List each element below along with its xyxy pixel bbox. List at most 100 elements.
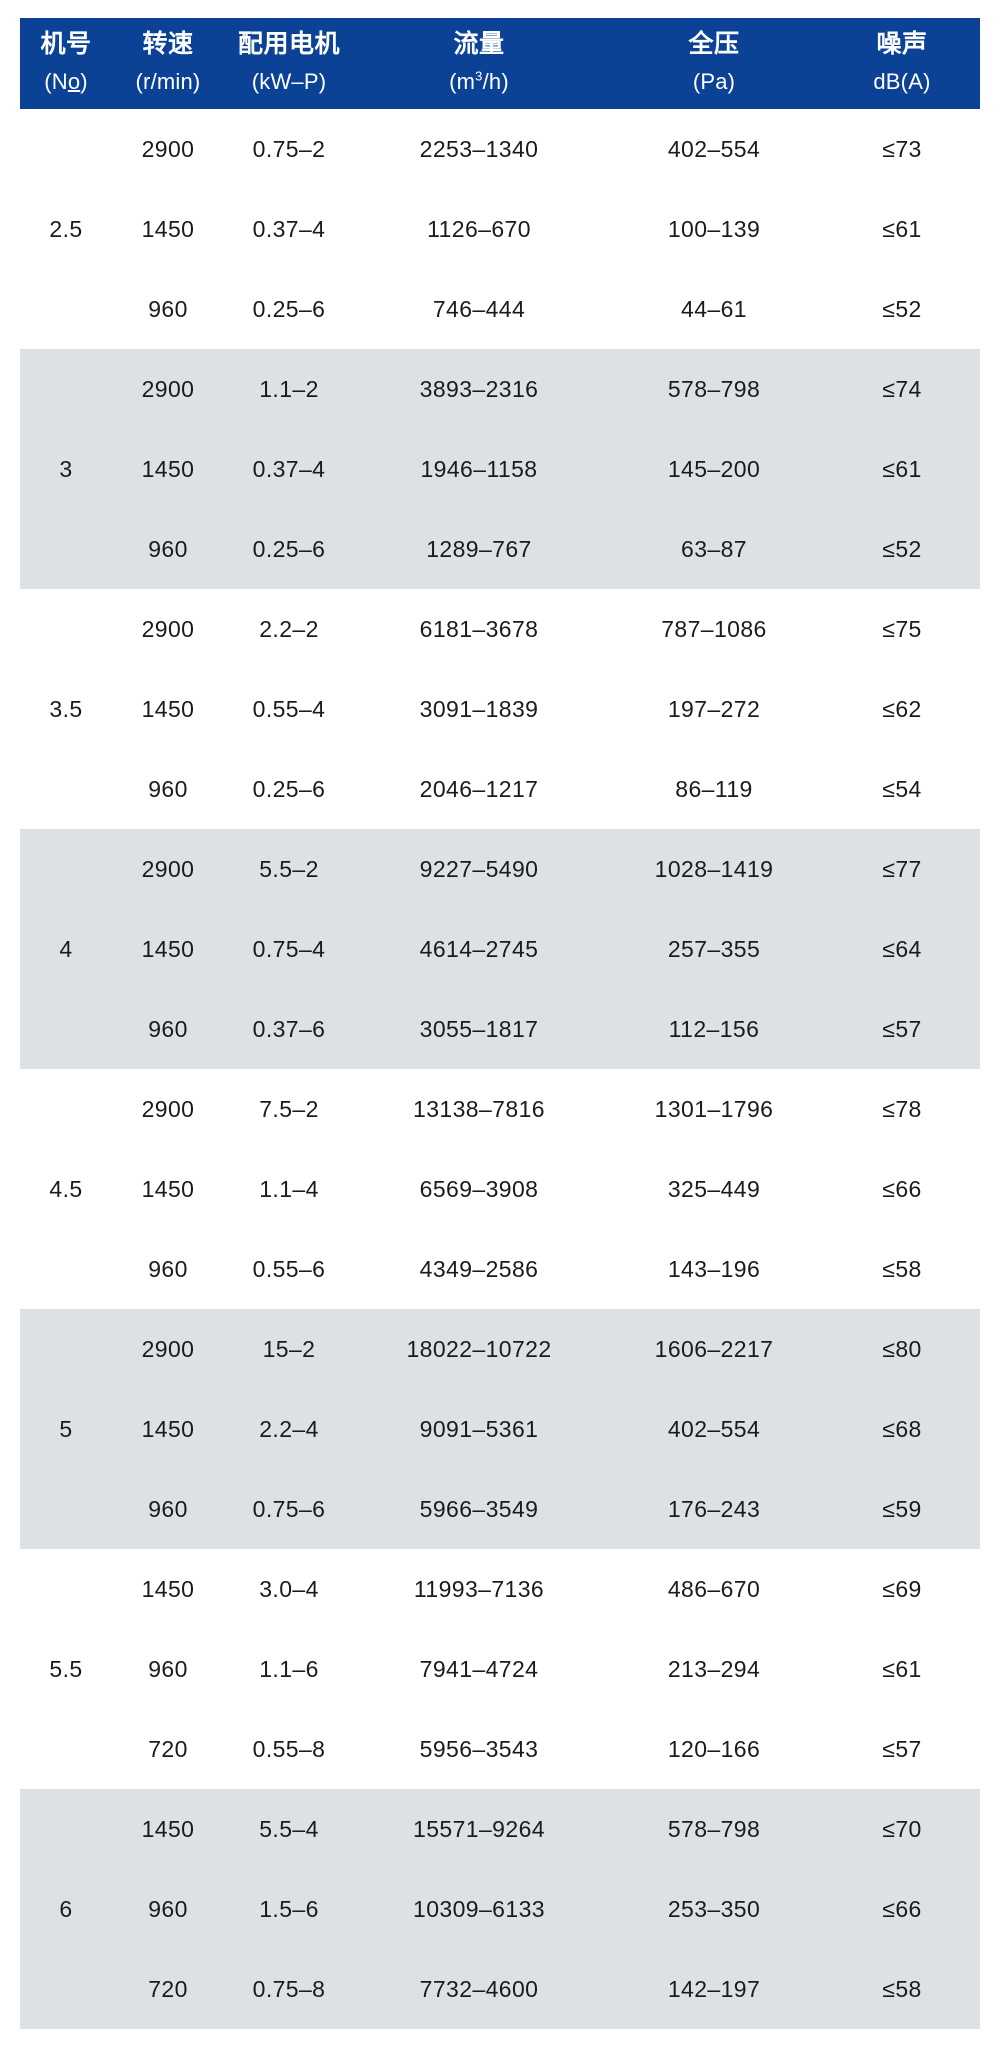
cell-noise: ≤58 (824, 1229, 980, 1309)
cell-speed: 960 (112, 1469, 224, 1549)
column-header-noise-label: 噪声 (876, 30, 928, 58)
column-header-pressure: 全压 (Pa) (604, 18, 824, 109)
cell-motor: 3.0–4 (224, 1549, 354, 1629)
cell-pressure: 63–87 (604, 509, 824, 589)
cell-pressure: 176–243 (604, 1469, 824, 1549)
cell-speed: 2900 (112, 109, 224, 189)
cell-flow: 11993–7136 (354, 1549, 604, 1629)
column-header-machine-no: 机号 (No) (20, 18, 112, 109)
cell-motor: 0.37–6 (224, 989, 354, 1069)
cell-motor: 5.5–2 (224, 829, 354, 909)
table-row: 960 0.75–6 5966–3549 176–243 ≤59 (20, 1469, 980, 1549)
cell-flow: 746–444 (354, 269, 604, 349)
cell-motor: 0.25–6 (224, 269, 354, 349)
cell-noise: ≤69 (824, 1549, 980, 1629)
cell-motor: 0.37–4 (224, 429, 354, 509)
cell-pressure: 112–156 (604, 989, 824, 1069)
column-header-flow: 流量 (m3/h) (354, 18, 604, 109)
cell-pressure: 145–200 (604, 429, 824, 509)
table-row: 1450 1.1–4 6569–3908 325–449 ≤66 (20, 1149, 980, 1229)
cell-machine-no: 4 (20, 829, 112, 1069)
table-row: 1450 0.37–4 1126–670 100–139 ≤61 (20, 189, 980, 269)
cell-noise: ≤57 (824, 989, 980, 1069)
table-row: 3 2900 1.1–2 3893–2316 578–798 ≤74 (20, 349, 980, 589)
cell-noise: ≤73 (824, 109, 980, 189)
table-row: 720 0.75–8 7732–4600 142–197 ≤58 (20, 1949, 980, 2029)
cell-flow: 1126–670 (354, 189, 604, 269)
cell-machine-no: 2.5 (20, 109, 112, 349)
table-row: 960 0.55–6 4349–2586 143–196 ≤58 (20, 1229, 980, 1309)
cell-pressure: 402–554 (604, 109, 824, 189)
column-header-flow-unit: (m3/h) (354, 69, 604, 94)
cell-pressure: 486–670 (604, 1549, 824, 1629)
cell-flow: 5966–3549 (354, 1469, 604, 1549)
cell-flow: 13138–7816 (354, 1069, 604, 1149)
table-header-row: 机号 (No) 转速 (r/min) 配用电机 (kW–P) 流量 (m3/h)… (20, 18, 980, 109)
cell-speed: 960 (112, 1229, 224, 1309)
cell-motor: 0.75–2 (224, 109, 354, 189)
table-row: 2.5 2900 0.75–2 2253–1340 402–554 ≤73 (20, 109, 980, 349)
cell-flow: 2046–1217 (354, 749, 604, 829)
cell-motor: 0.25–6 (224, 749, 354, 829)
cell-motor: 5.5–4 (224, 1789, 354, 1869)
column-header-machine-no-unit: (No) (20, 71, 112, 93)
table-row: 5 2900 15–2 18022–10722 1606–2217 ≤80 (20, 1309, 980, 1549)
cell-pressure: 213–294 (604, 1629, 824, 1709)
cell-noise: ≤52 (824, 509, 980, 589)
cell-noise: ≤57 (824, 1709, 980, 1789)
cell-speed: 960 (112, 1869, 224, 1949)
table-body: 2.5 2900 0.75–2 2253–1340 402–554 ≤73 1450 0.37… (20, 109, 980, 2029)
cell-pressure: 1028–1419 (604, 829, 824, 909)
cell-motor: 15–2 (224, 1309, 354, 1389)
cell-flow: 4614–2745 (354, 909, 604, 989)
cell-flow: 10309–6133 (354, 1869, 604, 1949)
cell-flow: 3091–1839 (354, 669, 604, 749)
cell-noise: ≤61 (824, 1629, 980, 1709)
cell-pressure: 578–798 (604, 349, 824, 429)
unit-prefix: (N (44, 69, 68, 94)
column-header-speed-label: 转速 (142, 30, 194, 58)
table-row: 3.5 2900 2.2–2 6181–3678 787–1086 ≤75 (20, 589, 980, 829)
cell-noise: ≤77 (824, 829, 980, 909)
flow-unit-tail: /h) (482, 69, 509, 94)
cell-noise: ≤66 (824, 1869, 980, 1949)
unit-suffix: ) (80, 69, 88, 94)
cell-speed: 960 (112, 1629, 224, 1709)
table-row: 1450 0.55–4 3091–1839 197–272 ≤62 (20, 669, 980, 749)
cell-speed: 1450 (112, 669, 224, 749)
cell-speed: 960 (112, 509, 224, 589)
unit-numero-o: o (67, 69, 81, 94)
cell-speed: 1450 (112, 189, 224, 269)
cell-pressure: 1606–2217 (604, 1309, 824, 1389)
cell-motor: 1.5–6 (224, 1869, 354, 1949)
cell-flow: 1289–767 (354, 509, 604, 589)
cell-speed: 2900 (112, 589, 224, 669)
column-header-flow-label: 流量 (453, 30, 505, 58)
table-row: 960 0.25–6 2046–1217 86–119 ≤54 (20, 749, 980, 829)
cell-noise: ≤64 (824, 909, 980, 989)
column-header-motor: 配用电机 (kW–P) (224, 18, 354, 109)
cell-machine-no: 5 (20, 1309, 112, 1549)
cell-noise: ≤54 (824, 749, 980, 829)
cell-speed: 1450 (112, 909, 224, 989)
cell-motor: 0.55–6 (224, 1229, 354, 1309)
cell-flow: 6181–3678 (354, 589, 604, 669)
cell-pressure: 1301–1796 (604, 1069, 824, 1149)
fan-specification-table: 机号 (No) 转速 (r/min) 配用电机 (kW–P) 流量 (m3/h)… (20, 18, 980, 2029)
cell-machine-no: 3.5 (20, 589, 112, 829)
cell-noise: ≤75 (824, 589, 980, 669)
column-header-machine-no-label: 机号 (40, 30, 92, 58)
column-header-motor-label: 配用电机 (237, 30, 340, 58)
cell-motor: 0.75–4 (224, 909, 354, 989)
cell-motor: 0.25–6 (224, 509, 354, 589)
column-header-pressure-unit: (Pa) (692, 69, 736, 94)
cell-motor: 0.37–4 (224, 189, 354, 269)
cell-pressure: 197–272 (604, 669, 824, 749)
cell-noise: ≤59 (824, 1469, 980, 1549)
table-row: 5.5 1450 3.0–4 11993–7136 486–670 ≤69 (20, 1549, 980, 1789)
cell-speed: 1450 (112, 1389, 224, 1469)
cell-flow: 6569–3908 (354, 1149, 604, 1229)
cell-pressure: 142–197 (604, 1949, 824, 2029)
table-row: 720 0.55–8 5956–3543 120–166 ≤57 (20, 1709, 980, 1789)
